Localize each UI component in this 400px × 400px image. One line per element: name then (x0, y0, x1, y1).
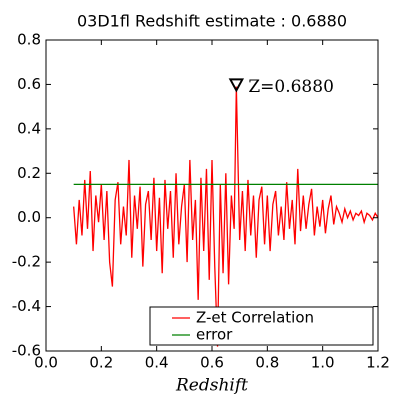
x-tick-label: 1.2 (366, 354, 390, 372)
legend-box (149, 306, 374, 346)
plot-overlay: 0.0 0.2 0.4 0.6 0.8 1.0 1.2 -0.6 -0.4 -0.2 0.0 0.2 0… (12, 31, 390, 372)
y-tick-label: 0.6 (17, 75, 41, 93)
y-tick-label: -0.2 (12, 253, 41, 271)
plot-lines (73, 86, 378, 347)
legend-label: error (196, 326, 233, 344)
x-tick-label: 0.4 (145, 354, 169, 372)
x-tick-label: 1.0 (311, 354, 335, 372)
y-tick-label: -0.6 (12, 342, 41, 360)
data-line (73, 86, 378, 347)
annotation-text: Z=0.6880 (248, 77, 334, 97)
annotation-marker (228, 78, 245, 93)
x-tick-label: 0.6 (200, 354, 224, 372)
x-axis-label: Redshift (175, 376, 248, 396)
y-tick-label: -0.4 (12, 297, 41, 315)
y-tick-label: 0.0 (17, 208, 41, 226)
chart-title: 03D1fl Redshift estimate : 0.6880 (77, 12, 347, 31)
legend-label: Z-et Correlation (196, 309, 314, 327)
x-tick-label: 0.8 (255, 354, 279, 372)
x-tick-label: 0.0 (34, 354, 58, 372)
y-tick-label: 0.4 (17, 119, 41, 137)
y-tick-label: 0.2 (17, 164, 41, 182)
x-tick-label: 0.2 (89, 354, 113, 372)
y-tick-label: 0.8 (17, 31, 41, 49)
